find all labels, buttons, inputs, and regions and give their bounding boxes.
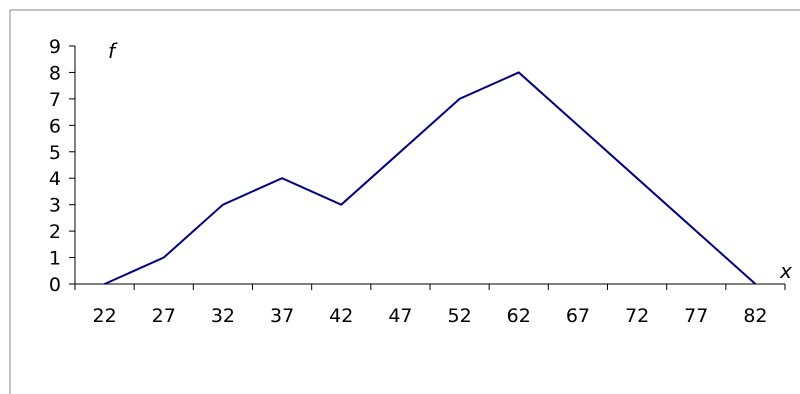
y-tick-label: 6 (49, 115, 61, 137)
y-tick-label: 4 (49, 168, 61, 190)
x-tick-label: 32 (211, 305, 235, 327)
x-tick-label: 62 (507, 305, 531, 327)
series-layer (104, 71, 757, 285)
x-axis: 22 27 32 37 42 47 52 62 67 72 77 82 (74, 283, 786, 327)
x-tick-label: 47 (388, 305, 412, 327)
x-tick-label: 27 (152, 305, 176, 327)
x-tick-label: 72 (625, 305, 649, 327)
x-tick-label: 52 (447, 305, 471, 327)
y-tick-label: 2 (49, 221, 61, 243)
x-axis-label: x (779, 259, 792, 283)
y-axis-label: f (108, 39, 118, 63)
x-tick-label: 22 (92, 305, 116, 327)
y-tick-label: 3 (49, 195, 61, 217)
x-tick-label: 77 (684, 305, 708, 327)
x-tick-label: 37 (270, 305, 294, 327)
y-axis: 0 1 2 3 4 5 6 7 8 9 (49, 36, 76, 296)
series-line (104, 71, 757, 285)
y-tick-label: 0 (49, 274, 61, 296)
x-tick-label: 82 (743, 305, 767, 327)
y-tick-label: 1 (49, 248, 61, 270)
y-tick-label: 9 (49, 36, 61, 58)
x-tick-label: 67 (566, 305, 590, 327)
x-tick-label: 42 (329, 305, 353, 327)
y-tick-label: 5 (49, 142, 61, 164)
y-tick-label: 8 (49, 62, 61, 84)
y-tick-label: 7 (49, 89, 61, 111)
